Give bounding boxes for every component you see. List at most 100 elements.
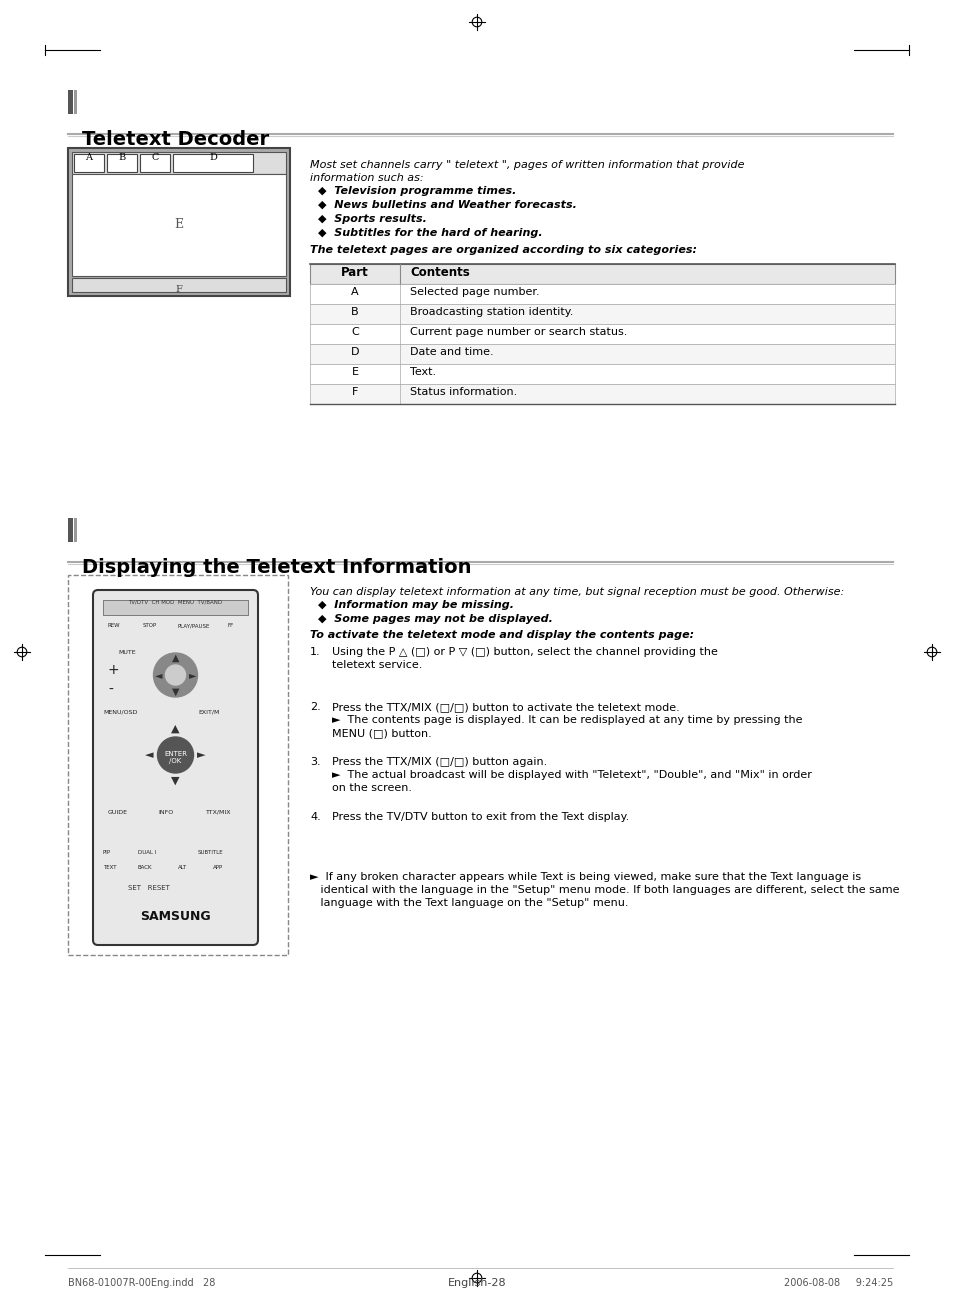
Text: C: C	[152, 153, 158, 162]
Text: ENTER
/OK: ENTER /OK	[164, 750, 187, 763]
Text: Contents: Contents	[410, 265, 469, 278]
Text: ALT: ALT	[178, 865, 187, 870]
Bar	[172, 154, 253, 172]
Bar	[107, 154, 137, 172]
Bar	[310, 284, 894, 304]
Text: 2.: 2.	[310, 702, 320, 713]
Bar	[103, 600, 248, 615]
Bar	[68, 147, 290, 296]
Bar	[310, 384, 894, 405]
Bar	[74, 154, 104, 172]
Text: ◆  Television programme times.: ◆ Television programme times.	[317, 187, 516, 196]
Text: EXIT/M: EXIT/M	[198, 710, 219, 715]
Text: REW: REW	[108, 622, 120, 628]
Text: INFO: INFO	[158, 810, 173, 816]
Text: BACK: BACK	[138, 865, 152, 870]
Text: MENU/OSD: MENU/OSD	[103, 710, 137, 715]
Text: ◆  Sports results.: ◆ Sports results.	[317, 214, 426, 224]
Text: ►  The contents page is displayed. It can be redisplayed at any time by pressing: ► The contents page is displayed. It can…	[332, 715, 801, 726]
Text: Press the TTX/MIX (□/□) button to activate the teletext mode.: Press the TTX/MIX (□/□) button to activa…	[332, 702, 679, 713]
Text: Part: Part	[341, 265, 369, 278]
Text: information such as:: information such as:	[310, 174, 423, 183]
Text: SAMSUNG: SAMSUNG	[140, 910, 211, 923]
Text: ▲: ▲	[172, 652, 179, 663]
Text: 4.: 4.	[310, 812, 320, 822]
Text: A: A	[351, 287, 358, 298]
Text: English-28: English-28	[447, 1278, 506, 1288]
Text: Broadcasting station identity.: Broadcasting station identity.	[410, 307, 573, 317]
Text: identical with the language in the "Setup" menu mode. If both languages are diff: identical with the language in the "Setu…	[310, 885, 899, 895]
Text: ◄: ◄	[154, 669, 162, 680]
Text: on the screen.: on the screen.	[332, 783, 412, 793]
Bar	[71, 278, 286, 292]
Text: PIP: PIP	[103, 850, 111, 855]
Text: ►  The actual broadcast will be displayed with "Teletext", "Double", and "Mix" i: ► The actual broadcast will be displayed…	[332, 770, 811, 780]
Text: B: B	[351, 307, 358, 317]
Text: Teletext Decoder: Teletext Decoder	[82, 130, 269, 149]
Text: Text.: Text.	[410, 367, 436, 377]
Text: TEXT: TEXT	[103, 865, 116, 870]
Text: ◆  Subtitles for the hard of hearing.: ◆ Subtitles for the hard of hearing.	[317, 228, 542, 238]
Bar	[74, 518, 77, 542]
Bar	[310, 264, 894, 284]
Text: F: F	[352, 388, 357, 397]
Bar	[310, 364, 894, 384]
Text: To activate the teletext mode and display the contents page:: To activate the teletext mode and displa…	[310, 630, 694, 639]
Bar	[68, 576, 288, 955]
Bar	[140, 154, 170, 172]
Text: 1.: 1.	[310, 647, 320, 656]
Circle shape	[157, 737, 193, 773]
Text: SUBTITLE: SUBTITLE	[198, 850, 223, 855]
Text: Current page number or search status.: Current page number or search status.	[410, 328, 627, 337]
Bar	[74, 90, 77, 114]
Bar	[310, 304, 894, 324]
Text: C: C	[351, 328, 358, 337]
Text: DUAL I: DUAL I	[138, 850, 156, 855]
Text: -: -	[108, 683, 112, 697]
Bar	[310, 324, 894, 345]
Bar	[71, 174, 286, 275]
Text: GUIDE: GUIDE	[108, 810, 128, 816]
Text: BN68-01007R-00Eng.indd   28: BN68-01007R-00Eng.indd 28	[68, 1278, 215, 1288]
Text: TTX/MIX: TTX/MIX	[206, 810, 232, 816]
Text: 3.: 3.	[310, 757, 320, 767]
Text: Displaying the Teletext Information: Displaying the Teletext Information	[82, 559, 471, 577]
Text: ►  If any broken character appears while Text is being viewed, make sure that th: ► If any broken character appears while …	[310, 872, 861, 882]
Text: ►: ►	[189, 669, 196, 680]
Circle shape	[153, 652, 197, 697]
Bar	[310, 345, 894, 364]
Text: ▲: ▲	[172, 724, 179, 733]
Text: ◄: ◄	[145, 750, 153, 760]
Text: APP: APP	[213, 865, 223, 870]
Text: Most set channels carry " teletext ", pages of written information that provide: Most set channels carry " teletext ", pa…	[310, 161, 743, 170]
Text: E: E	[174, 218, 183, 231]
Circle shape	[165, 666, 185, 685]
Text: F: F	[175, 284, 182, 294]
Text: E: E	[351, 367, 358, 377]
Text: ▼: ▼	[172, 776, 179, 786]
Text: A: A	[86, 153, 92, 162]
Text: language with the Text language on the "Setup" menu.: language with the Text language on the "…	[310, 898, 628, 908]
Bar	[68, 90, 73, 114]
Text: FF: FF	[228, 622, 234, 628]
Text: Press the TTX/MIX (□/□) button again.: Press the TTX/MIX (□/□) button again.	[332, 757, 547, 767]
Text: 2006-08-08     9:24:25: 2006-08-08 9:24:25	[783, 1278, 892, 1288]
Text: Status information.: Status information.	[410, 388, 517, 397]
Text: ►: ►	[197, 750, 206, 760]
Text: TV/DTV  CH MOD  MENU  TV/BAND: TV/DTV CH MOD MENU TV/BAND	[129, 600, 222, 606]
Text: +: +	[108, 663, 119, 677]
Text: You can display teletext information at any time, but signal reception must be g: You can display teletext information at …	[310, 587, 843, 596]
Text: The teletext pages are organized according to six categories:: The teletext pages are organized accordi…	[310, 245, 697, 254]
Text: MENU (□) button.: MENU (□) button.	[332, 728, 432, 739]
Text: ▼: ▼	[172, 686, 179, 697]
Text: ◆  Some pages may not be displayed.: ◆ Some pages may not be displayed.	[317, 613, 553, 624]
Text: B: B	[118, 153, 126, 162]
Text: D: D	[209, 153, 216, 162]
Text: D: D	[351, 347, 359, 358]
Bar	[68, 518, 73, 542]
Text: ◆  Information may be missing.: ◆ Information may be missing.	[317, 600, 514, 609]
Text: Selected page number.: Selected page number.	[410, 287, 539, 298]
FancyBboxPatch shape	[92, 590, 257, 945]
Text: Using the P △ (□) or P ▽ (□) button, select the channel providing the: Using the P △ (□) or P ▽ (□) button, sel…	[332, 647, 717, 656]
Text: teletext service.: teletext service.	[332, 660, 422, 669]
